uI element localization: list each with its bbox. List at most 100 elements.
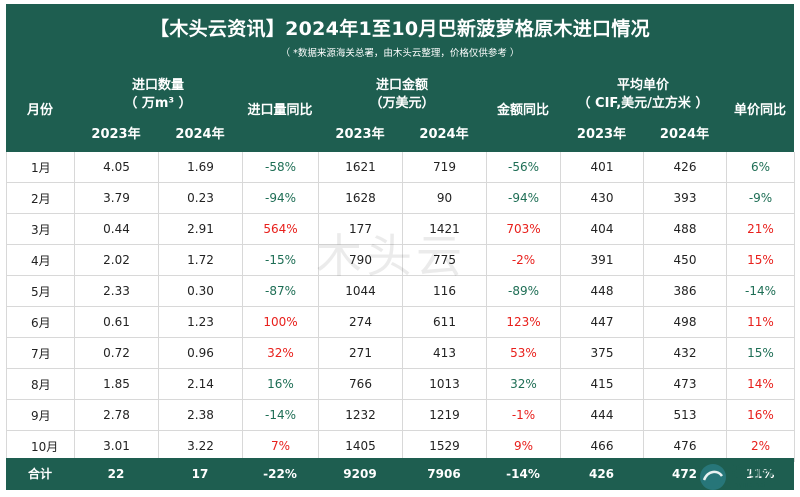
amount-2024-cell: 1529 (402, 430, 487, 462)
qty-2024-cell: 2.14 (158, 368, 243, 400)
price-2023-cell: 375 (560, 337, 644, 369)
amount-2023-cell: 1628 (318, 182, 403, 214)
price-2023-cell: 466 (560, 430, 644, 462)
price-2023-cell: 401 (560, 152, 644, 183)
total-qty-yoy: -22% (263, 467, 297, 481)
qty-yoy-cell: 32% (242, 337, 319, 369)
amount-yoy-cell: -2% (486, 244, 561, 276)
total-amount-2023: 9209 (343, 467, 377, 481)
amount-2024-cell: 413 (402, 337, 487, 369)
qty-2023-cell: 2.02 (74, 244, 159, 276)
qty-2023-cell: 1.85 (74, 368, 159, 400)
amount-2023-cell: 274 (318, 306, 403, 338)
month-cell: 8月 (6, 368, 75, 400)
header-month: 月份 (26, 103, 53, 118)
logo-icon (700, 464, 726, 490)
table-row: 8月 1.85 2.14 16% 766 1013 32% 415 473 14% (6, 368, 795, 400)
table-row: 5月 2.33 0.30 -87% 1044 116 -89% 448 386 -14% (6, 275, 795, 307)
month-cell: 5月 (6, 275, 75, 307)
qty-2023-cell: 3.01 (74, 430, 159, 462)
header-qty-2023: 2023年 (91, 127, 141, 142)
amount-2024-cell: 90 (402, 182, 487, 214)
price-2023-cell: 448 (560, 275, 644, 307)
amount-yoy-cell: -94% (486, 182, 561, 214)
price-2023-cell: 391 (560, 244, 644, 276)
header-amount-2024: 2024年 (419, 127, 469, 142)
amount-yoy-cell: -56% (486, 152, 561, 183)
header-amount-unit: （万美元） (369, 96, 435, 111)
month-cell: 3月 (6, 213, 75, 245)
amount-2024-cell: 116 (402, 275, 487, 307)
price-yoy-cell: 14% (726, 368, 795, 400)
qty-yoy-cell: -15% (242, 244, 319, 276)
table-row: 2月 3.79 0.23 -94% 1628 90 -94% 430 393 -9% (6, 182, 795, 214)
total-amount-yoy: -14% (506, 467, 540, 481)
header-amount-2023: 2023年 (335, 127, 385, 142)
amount-2023-cell: 177 (318, 213, 403, 245)
amount-2024-cell: 1421 (402, 213, 487, 245)
header-qty-2024: 2024年 (175, 127, 225, 142)
total-price-2023: 426 (588, 467, 615, 481)
price-yoy-cell: 21% (726, 213, 795, 245)
qty-2023-cell: 3.79 (74, 182, 159, 214)
qty-yoy-cell: -94% (242, 182, 319, 214)
header-unit-price-unit: （ CIF,美元/立方米 ） (577, 96, 709, 111)
table-row: 1月 4.05 1.69 -58% 1621 719 -56% 401 426 6% (6, 152, 795, 183)
qty-2024-cell: 1.72 (158, 244, 243, 276)
price-yoy-cell: -9% (726, 182, 795, 214)
logo-text: 锦翊界 (730, 463, 776, 481)
qty-2023-cell: 4.05 (74, 152, 159, 183)
price-2024-cell: 432 (643, 337, 727, 369)
qty-yoy-cell: 100% (242, 306, 319, 338)
qty-yoy-cell: 16% (242, 368, 319, 400)
month-cell: 1月 (6, 152, 75, 183)
qty-2024-cell: 0.30 (158, 275, 243, 307)
price-yoy-cell: 11% (726, 306, 795, 338)
qty-2023-cell: 0.61 (74, 306, 159, 338)
qty-yoy-cell: -14% (242, 399, 319, 431)
amount-yoy-cell: 32% (486, 368, 561, 400)
header-amount: 进口金额 (375, 78, 428, 93)
amount-2023-cell: 1044 (318, 275, 403, 307)
header-qty-yoy: 进口量同比 (247, 103, 313, 118)
table-row: 9月 2.78 2.38 -14% 1232 1219 -1% 444 513 16% (6, 399, 795, 431)
price-yoy-cell: 15% (726, 244, 795, 276)
price-2023-cell: 447 (560, 306, 644, 338)
price-yoy-cell: 6% (726, 152, 795, 183)
total-price-2024: 472 (671, 467, 698, 481)
qty-2024-cell: 0.23 (158, 182, 243, 214)
total-price-yoy: 11% (745, 467, 775, 481)
price-2024-cell: 426 (643, 152, 727, 183)
qty-2024-cell: 1.23 (158, 306, 243, 338)
amount-2024-cell: 1219 (402, 399, 487, 431)
header-amount-yoy: 金额同比 (496, 103, 549, 118)
amount-yoy-cell: -89% (486, 275, 561, 307)
qty-2023-cell: 0.72 (74, 337, 159, 369)
table-row: 3月 0.44 2.91 564% 177 1421 703% 404 488 21% (6, 213, 795, 245)
qty-2024-cell: 1.69 (158, 152, 243, 183)
table-row: 6月 0.61 1.23 100% 274 611 123% 447 498 11% (6, 306, 795, 338)
table-header: 【木头云资讯】2024年1至10月巴新菠萝格原木进口情况 （ *数据来源海关总署… (6, 4, 794, 152)
price-2024-cell: 498 (643, 306, 727, 338)
amount-2024-cell: 775 (402, 244, 487, 276)
price-yoy-cell: -14% (726, 275, 795, 307)
header-price-yoy: 单价同比 (733, 103, 786, 118)
header-import-qty: 进口数量 (131, 78, 184, 93)
table-row: 10月 3.01 3.22 7% 1405 1529 9% 466 476 2% (6, 430, 795, 462)
import-table: 1月 4.05 1.69 -58% 1621 719 -56% 401 426 6% 2月 3.79 0… (6, 152, 795, 462)
header-unit-price: 平均单价 (616, 78, 669, 93)
logo-url: jinyijie.net (730, 481, 767, 489)
site-logo: 锦翊界 jinyijie.net (696, 459, 792, 495)
table-row: 7月 0.72 0.96 32% 271 413 53% 375 432 15% (6, 337, 795, 369)
qty-2023-cell: 2.78 (74, 399, 159, 431)
total-amount-2024: 7906 (427, 467, 461, 481)
amount-yoy-cell: 9% (486, 430, 561, 462)
table-row: 4月 2.02 1.72 -15% 790 775 -2% 391 450 15% (6, 244, 795, 276)
qty-yoy-cell: -87% (242, 275, 319, 307)
month-cell: 6月 (6, 306, 75, 338)
price-yoy-cell: 15% (726, 337, 795, 369)
price-2024-cell: 488 (643, 213, 727, 245)
amount-2024-cell: 719 (402, 152, 487, 183)
qty-2024-cell: 2.91 (158, 213, 243, 245)
